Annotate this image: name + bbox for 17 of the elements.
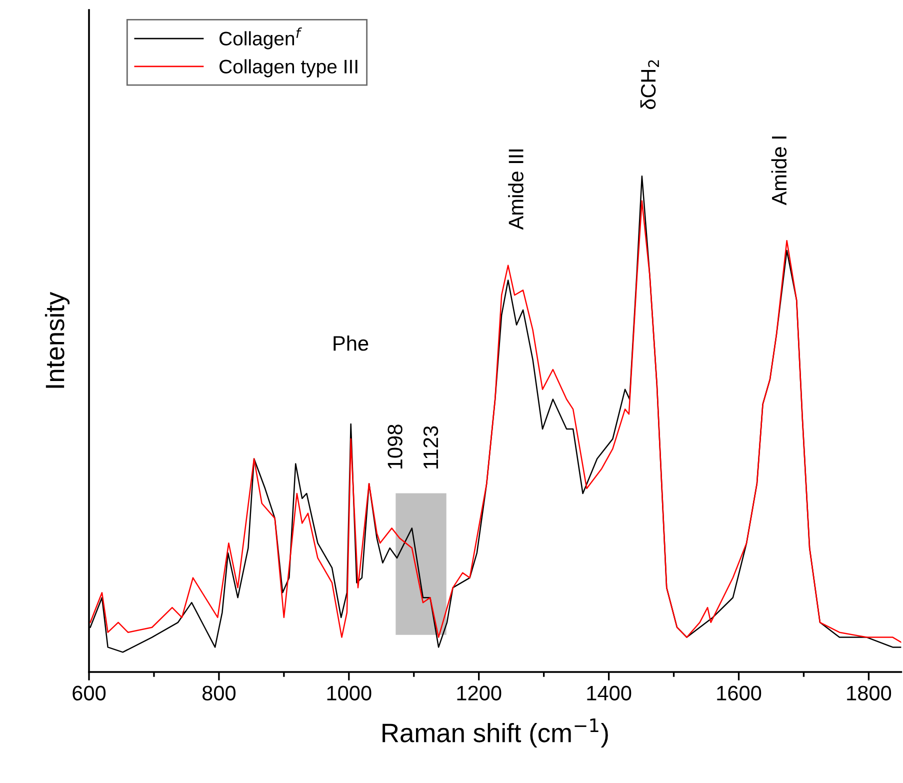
text: δCH$_{2}$ (640, 60, 659, 110)
x-tick-label: 1600 (717, 686, 762, 700)
legend-label: Collagen$^{f}$ (220, 28, 302, 50)
annotation: Amide III (508, 150, 524, 230)
annotation: 1123 (423, 426, 438, 468)
annotation: Phe (334, 335, 368, 351)
y-axis-title: Intensity (44, 292, 70, 388)
x-tick-label: 1400 (587, 686, 632, 700)
x-tick-label: 1800 (847, 686, 892, 700)
annotation: 1098 (388, 424, 402, 468)
annotation: Amide I (771, 136, 787, 206)
x-tick-label: 1200 (457, 686, 502, 700)
x-axis-title: Raman shift (cm$^{−1}$) (382, 718, 608, 748)
legend-label: Collagen type III (220, 59, 358, 78)
x-tick-label: 1000 (327, 686, 372, 700)
x-tick-label: 600 (72, 686, 106, 700)
x-tick-label: 800 (202, 686, 236, 700)
